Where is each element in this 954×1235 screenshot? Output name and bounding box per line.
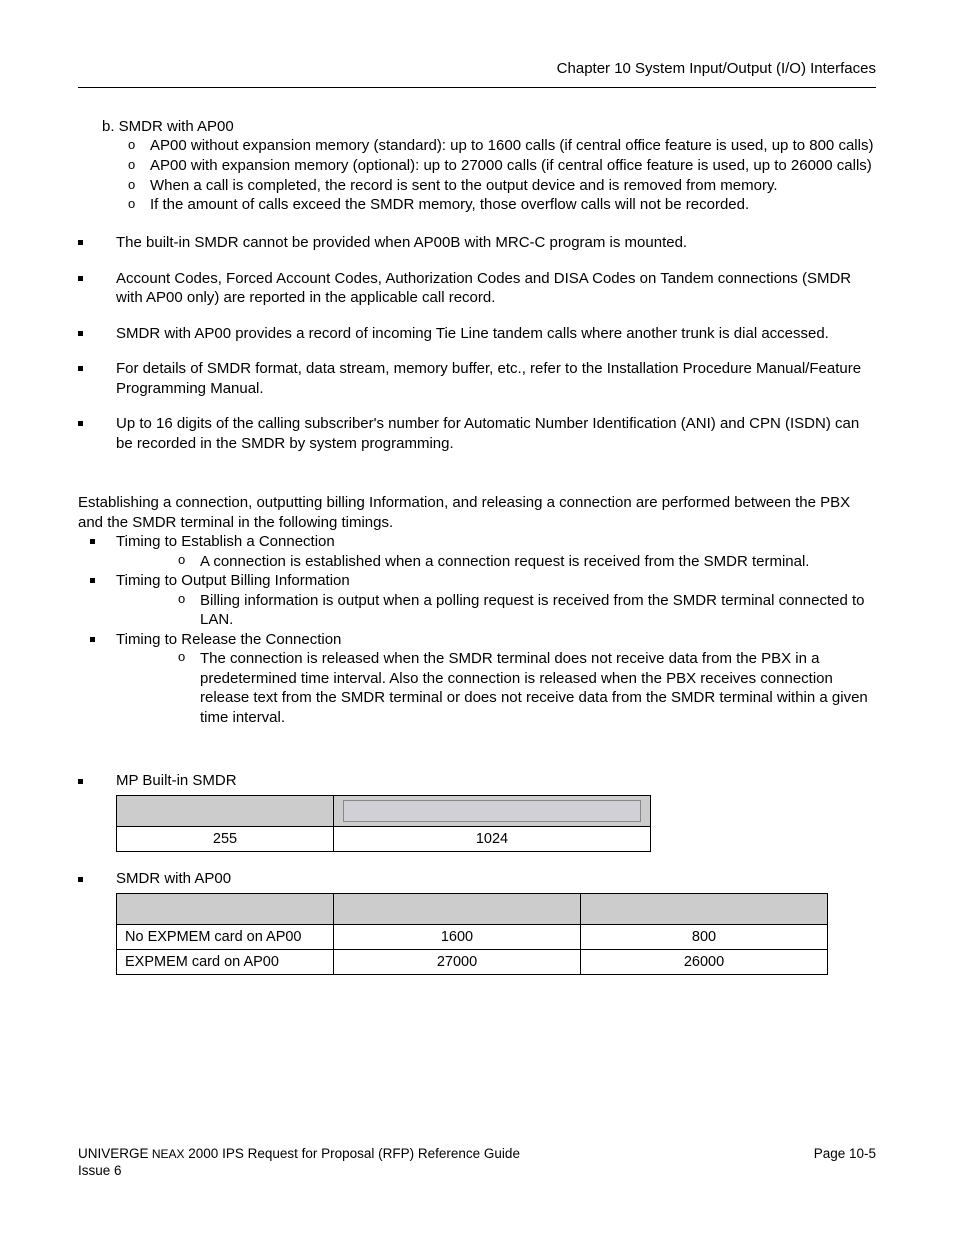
section-b-title: b. SMDR with AP00 bbox=[102, 118, 876, 135]
table-cell: 27000 bbox=[334, 950, 581, 975]
list-item: When a call is completed, the record is … bbox=[128, 177, 876, 196]
header-inner-box bbox=[343, 800, 641, 822]
list-item: SMDR with AP00 provides a record of inco… bbox=[78, 324, 876, 344]
table-header-cell bbox=[117, 796, 334, 827]
table-cell: No EXPMEM card on AP00 bbox=[117, 925, 334, 950]
chapter-header: Chapter 10 System Input/Output (I/O) Int… bbox=[78, 60, 876, 77]
list-item: AP00 without expansion memory (standard)… bbox=[128, 137, 876, 156]
timing-title: Timing to Release the Connection bbox=[116, 631, 341, 648]
table-header-row bbox=[117, 894, 828, 925]
timing-title: Timing to Establish a Connection bbox=[116, 533, 335, 550]
table-header-cell bbox=[117, 894, 334, 925]
page-footer: Page 10-5 UNIVERGE NEAX 2000 IPS Request… bbox=[78, 1145, 876, 1180]
table-block: SMDR with AP00 No EXPMEM card on AP00 16… bbox=[78, 870, 876, 975]
table-title: SMDR with AP00 bbox=[116, 870, 231, 887]
timing-intro-paragraph: Establishing a connection, outputting bi… bbox=[78, 493, 876, 532]
table-block: MP Built-in SMDR 255 1024 bbox=[78, 772, 876, 852]
table-header-cell bbox=[581, 894, 828, 925]
smdr-ap00-table: No EXPMEM card on AP00 1600 800 EXPMEM c… bbox=[116, 893, 828, 975]
footer-issue: Issue 6 bbox=[78, 1163, 122, 1178]
table-title: MP Built-in SMDR bbox=[116, 772, 237, 789]
timing-item: Timing to Output Billing Information Bil… bbox=[78, 571, 876, 630]
document-page: Chapter 10 System Input/Output (I/O) Int… bbox=[0, 0, 954, 1235]
list-item: Account Codes, Forced Account Codes, Aut… bbox=[78, 269, 876, 308]
section-b-list: AP00 without expansion memory (standard)… bbox=[128, 137, 876, 215]
table-row: EXPMEM card on AP00 27000 26000 bbox=[117, 950, 828, 975]
table-header-cell bbox=[334, 796, 651, 827]
timing-sub-list: The connection is released when the SMDR… bbox=[178, 649, 876, 727]
list-item: If the amount of calls exceed the SMDR m… bbox=[128, 196, 876, 215]
table-cell: 26000 bbox=[581, 950, 828, 975]
timing-sub-item: The connection is released when the SMDR… bbox=[178, 649, 876, 727]
table-cell: 255 bbox=[117, 827, 334, 852]
timing-sub-item: A connection is established when a conne… bbox=[178, 552, 876, 572]
footer-brand-small: NEAX bbox=[149, 1147, 185, 1161]
timing-title: Timing to Output Billing Information bbox=[116, 572, 350, 589]
list-item: Up to 16 digits of the calling subscribe… bbox=[78, 414, 876, 453]
table-row: No EXPMEM card on AP00 1600 800 bbox=[117, 925, 828, 950]
table-section: MP Built-in SMDR 255 1024 SMDR with AP00 bbox=[78, 772, 876, 975]
timing-sub-list: A connection is established when a conne… bbox=[178, 552, 876, 572]
mp-builtin-table: 255 1024 bbox=[116, 795, 651, 852]
page-number: Page 10-5 bbox=[814, 1145, 876, 1163]
list-item: AP00 with expansion memory (optional): u… bbox=[128, 157, 876, 176]
table-cell: EXPMEM card on AP00 bbox=[117, 950, 334, 975]
list-item: The built-in SMDR cannot be provided whe… bbox=[78, 233, 876, 253]
footer-model: 2000 IPS bbox=[185, 1146, 244, 1161]
list-item: For details of SMDR format, data stream,… bbox=[78, 359, 876, 398]
table-header-cell bbox=[334, 894, 581, 925]
footer-doc-title: Request for Proposal (RFP) Reference Gui… bbox=[244, 1146, 520, 1161]
timing-sub-list: Billing information is output when a pol… bbox=[178, 591, 876, 630]
timing-sub-item: Billing information is output when a pol… bbox=[178, 591, 876, 630]
table-header-row bbox=[117, 796, 651, 827]
header-rule bbox=[78, 87, 876, 88]
timing-list: Timing to Establish a Connection A conne… bbox=[78, 532, 876, 727]
table-cell: 800 bbox=[581, 925, 828, 950]
footer-brand: UNIVERGE bbox=[78, 1146, 149, 1161]
timing-item: Timing to Release the Connection The con… bbox=[78, 630, 876, 728]
table-row: 255 1024 bbox=[117, 827, 651, 852]
main-bullet-list: The built-in SMDR cannot be provided whe… bbox=[78, 233, 876, 453]
table-cell: 1600 bbox=[334, 925, 581, 950]
table-cell: 1024 bbox=[334, 827, 651, 852]
timing-item: Timing to Establish a Connection A conne… bbox=[78, 532, 876, 571]
